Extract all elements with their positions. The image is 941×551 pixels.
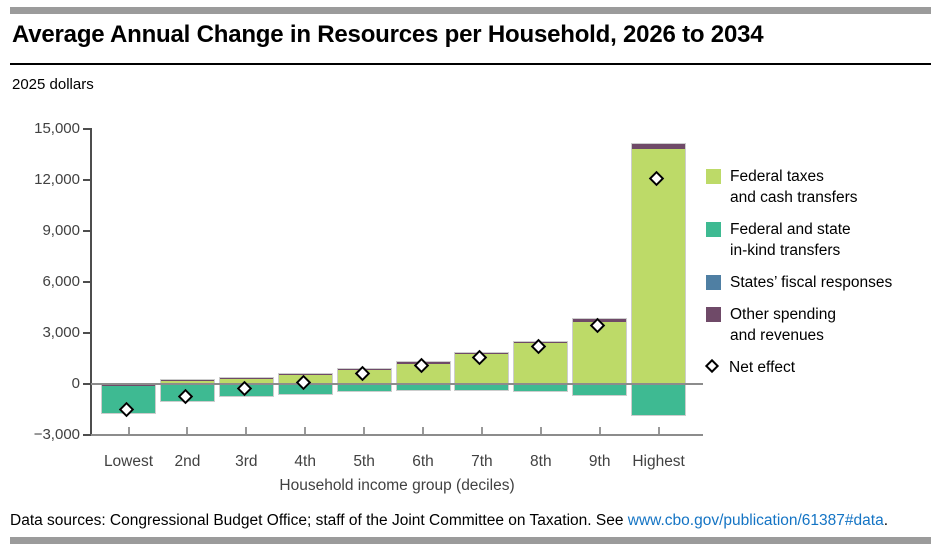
x-tick (422, 427, 424, 434)
y-tick-label: 15,000 (34, 120, 80, 137)
x-tick-label: 5th (353, 453, 375, 470)
legend-item: Federal taxes and cash transfers (706, 166, 936, 208)
bar-stack-positive (159, 378, 215, 386)
x-tick-label: 2nd (174, 453, 201, 470)
x-tick (480, 427, 483, 434)
legend-label: Other spending and revenues (730, 306, 836, 344)
legend: Federal taxes and cash transfers Federal a… (704, 166, 936, 389)
x-tick (363, 427, 366, 434)
y-tick-label: 0 (71, 375, 80, 392)
bar-stack-positive (572, 318, 628, 385)
x-tick-label: 6th (412, 453, 434, 470)
bar-segment (514, 384, 568, 392)
x-tick (186, 427, 189, 434)
x-tick (245, 427, 248, 434)
x-axis-title: Household income group (deciles) (279, 477, 515, 494)
legend-label: Net effect (729, 359, 796, 376)
top-accent-bar (10, 7, 931, 14)
bar-segment (632, 149, 686, 384)
bar-segment (219, 378, 273, 384)
legend-swatch-icon (706, 222, 721, 237)
bar-segment (337, 384, 391, 392)
y-tick-label: −3,000 (33, 426, 80, 443)
y-tick (83, 281, 90, 283)
bar-stack-negative (513, 382, 569, 393)
legend-item: States’ fiscal responses (706, 272, 936, 293)
x-tick-label: Highest (632, 453, 685, 470)
x-tick-label: 8th (530, 453, 552, 470)
legend-item: Other spending and revenues (706, 304, 936, 346)
units-label: 2025 dollars (12, 76, 94, 93)
bar-stack-positive (218, 376, 274, 386)
y-tick-label: 3,000 (42, 324, 80, 341)
title-rule (10, 63, 931, 65)
bar-segment (573, 384, 627, 396)
bar-segment (160, 381, 214, 384)
bar-segment (160, 379, 214, 382)
bar-segment (219, 377, 273, 379)
footer-suffix: . (883, 512, 889, 529)
bar-segment (632, 384, 686, 416)
footer-text: Data sources: Congressional Budget Offic… (10, 512, 888, 530)
bar-segment (573, 321, 627, 384)
net-effect-diamond-icon (704, 358, 720, 374)
y-tick (83, 434, 90, 436)
x-tick (127, 427, 130, 434)
legend-item: Federal and state in-kind transfers (706, 219, 936, 261)
bar-segment (396, 384, 450, 391)
footer-link[interactable]: www.cbo.gov/publication/61387#data (627, 512, 884, 529)
y-tick (83, 230, 90, 232)
footer-prefix: Data sources: Congressional Budget Offic… (10, 512, 628, 529)
legend-label: States’ fiscal responses (730, 274, 893, 291)
zero-line (91, 383, 703, 385)
x-tick-label: 7th (471, 453, 493, 470)
x-tick (304, 427, 307, 434)
chart-title: Average Annual Change in Resources per H… (12, 21, 764, 48)
y-tick-label: 12,000 (34, 171, 80, 188)
y-tick (83, 383, 90, 385)
bar-stack-negative (336, 382, 392, 393)
y-tick-label: 6,000 (42, 273, 80, 290)
legend-swatch-icon (706, 307, 721, 322)
bar-segment (396, 363, 450, 384)
bar-stack-negative (572, 382, 628, 397)
y-tick-label: 9,000 (42, 222, 80, 239)
legend-label: Federal taxes and cash transfers (730, 168, 858, 206)
y-tick (83, 332, 90, 334)
y-tick (83, 128, 90, 130)
x-tick-label: 9th (588, 453, 611, 470)
legend-label: Federal and state in-kind transfers (730, 221, 851, 259)
bar-segment (278, 373, 332, 376)
x-tick-label: 4th (294, 453, 316, 470)
x-tick (539, 427, 542, 434)
bottom-accent-bar (10, 537, 931, 544)
bar-stack-positive (631, 143, 687, 385)
x-tick (657, 427, 660, 434)
y-tick (83, 179, 90, 181)
bar-segment (278, 384, 332, 394)
x-tick (598, 427, 601, 434)
y-axis-line (90, 128, 92, 436)
legend-item: Net effect (704, 357, 936, 378)
bar-segment (632, 144, 686, 150)
legend-swatch-icon (706, 275, 721, 290)
x-axis-line (91, 434, 703, 436)
x-tick-label: Lowest (103, 453, 154, 470)
legend-swatch-icon (706, 169, 721, 184)
bar-stack-negative (631, 382, 687, 417)
x-tick-label: 3rd (235, 453, 258, 470)
bar-segment (455, 384, 509, 391)
